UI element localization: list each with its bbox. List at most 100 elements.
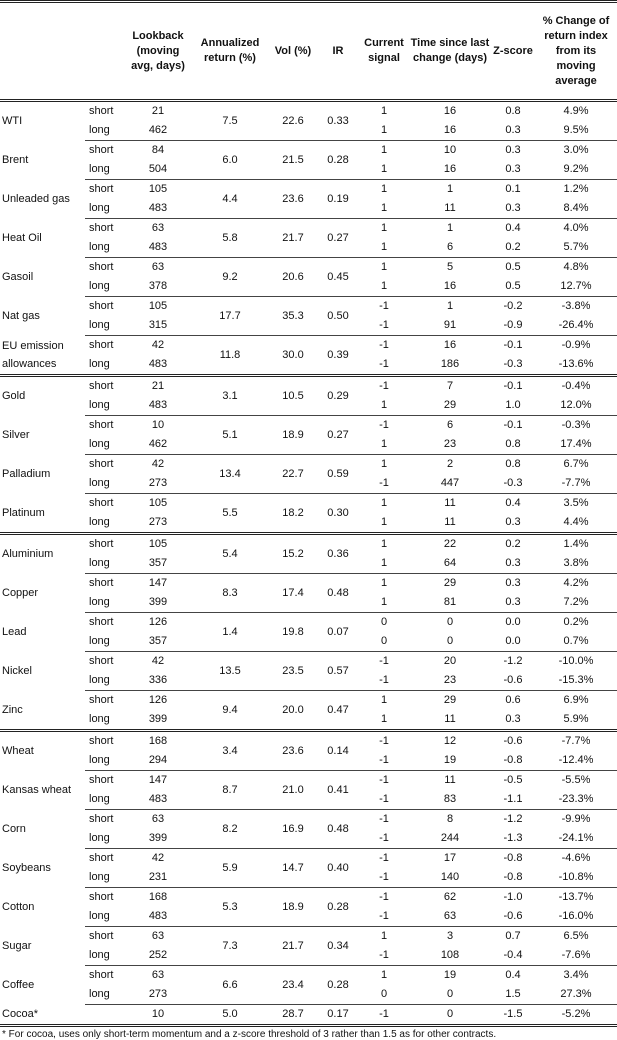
- lookback-type: short: [85, 690, 125, 710]
- lookback-days: 294: [148, 754, 168, 766]
- information-ratio: 0.29: [317, 374, 359, 416]
- time-since-change: 23: [443, 438, 457, 450]
- pct-change: 3.8%: [563, 557, 589, 569]
- lookback-days: 231: [148, 871, 168, 883]
- lookback-days: 462: [148, 438, 168, 450]
- current-signal: -1: [359, 770, 409, 790]
- lookback-type: short: [85, 218, 125, 238]
- pct-change: 1.4%: [535, 532, 617, 554]
- z-score: 0.8: [491, 454, 535, 474]
- pct-change: 4.0%: [535, 218, 617, 238]
- information-ratio: 0.28: [317, 965, 359, 1005]
- lookback-type: short: [85, 926, 125, 946]
- z-score: -0.6: [503, 910, 523, 922]
- lookback-type: short: [85, 573, 125, 593]
- time-since-change: 22: [409, 532, 491, 554]
- pct-change: 27.3%: [560, 988, 592, 1000]
- pct-change: 5.7%: [563, 241, 589, 253]
- header-annualized-return: Annualized return (%): [200, 37, 260, 64]
- information-ratio: 0.40: [317, 848, 359, 888]
- pct-change: -13.6%: [558, 358, 594, 370]
- current-signal: 1: [380, 399, 388, 411]
- pct-change: 6.5%: [535, 926, 617, 946]
- lookback-days: 483: [148, 793, 168, 805]
- z-score: 0.3: [505, 516, 521, 528]
- time-since-change: 0: [409, 1004, 491, 1027]
- table-row: long 357 0 0 0.0 0.7%: [0, 632, 617, 652]
- annualized-return: 5.8: [191, 218, 269, 258]
- pct-change: 3.0%: [535, 140, 617, 160]
- time-since-change: 19: [409, 965, 491, 985]
- lookback-days: 378: [148, 280, 168, 292]
- header-type: [85, 2, 125, 101]
- pct-change: 17.4%: [560, 438, 592, 450]
- table-row: EU emission allowances short 42 11.8 30.0 0.3…: [0, 335, 617, 376]
- z-score: 0.3: [505, 557, 521, 569]
- volatility: 28.7: [269, 1004, 317, 1027]
- lookback-days: 273: [148, 988, 168, 1000]
- time-since-change: 1: [409, 179, 491, 199]
- annualized-return: 9.4: [191, 690, 269, 731]
- z-score: 0.6: [491, 690, 535, 710]
- annualized-return: 17.7: [191, 296, 269, 336]
- annualized-return: 3.4: [191, 729, 269, 771]
- current-signal: -1: [359, 729, 409, 751]
- z-score: -0.5: [491, 770, 535, 790]
- commodity-name: EU emission allowances: [2, 339, 64, 370]
- z-score: -0.2: [491, 296, 535, 316]
- current-signal: -1: [359, 415, 409, 435]
- time-since-change: 20: [409, 651, 491, 671]
- z-score: 0.3: [505, 163, 521, 175]
- current-signal: 1: [359, 573, 409, 593]
- lookback-type: short: [85, 374, 125, 396]
- lookback-days: 105: [125, 493, 191, 513]
- lookback-days: 504: [148, 163, 168, 175]
- lookback-type: short: [85, 965, 125, 985]
- lookback-type: short: [85, 887, 125, 907]
- table-row: long 483 1 6 0.2 5.7%: [0, 238, 617, 258]
- z-score: 0.7: [491, 926, 535, 946]
- lookback-type: long: [89, 832, 110, 844]
- pct-change: 4.4%: [563, 516, 589, 528]
- table-row: Aluminium short 105 5.4 15.2 0.36 1 22 0.2 1.4%: [0, 532, 617, 574]
- volatility: 23.6: [269, 179, 317, 219]
- volatility: 22.6: [282, 114, 304, 127]
- time-since-change: 29: [443, 399, 457, 411]
- z-score: -1.3: [503, 832, 523, 844]
- current-signal: -1: [379, 949, 389, 961]
- annualized-return: 5.0: [191, 1004, 269, 1027]
- header-pct-change: % Change of return index from its moving…: [542, 14, 610, 87]
- table-row: Palladium short 42 13.4 22.7 0.59 1 2 0.8 6.7%: [0, 454, 617, 494]
- lookback-type: long: [89, 713, 110, 725]
- z-score: 0.2: [491, 532, 535, 554]
- table-row: long 273 1 11 0.3 4.4%: [0, 513, 617, 534]
- lookback-type: long: [89, 793, 110, 805]
- current-signal: -1: [379, 477, 389, 489]
- annualized-return: 4.4: [191, 179, 269, 219]
- z-score: -0.8: [491, 848, 535, 868]
- current-signal: 1: [380, 124, 388, 136]
- lookback-type: long: [89, 910, 110, 922]
- lookback-days: 21: [151, 105, 165, 117]
- pct-change: -15.3%: [558, 674, 594, 686]
- table-row: long 483 -1 63 -0.6 -16.0%: [0, 907, 617, 927]
- pct-change: -5.5%: [535, 770, 617, 790]
- lookback-days: 42: [125, 335, 191, 355]
- current-signal: 1: [359, 926, 409, 946]
- commodity-name: Palladium: [2, 468, 51, 480]
- current-signal: 0: [359, 612, 409, 632]
- table-row: Brent short 84 6.0 21.5 0.28 1 10 0.3 3.0%: [0, 140, 617, 180]
- volatility: 23.6: [269, 729, 317, 771]
- information-ratio: 0.48: [317, 809, 359, 849]
- lookback-type: long: [89, 399, 110, 411]
- commodity-name: Coffee: [2, 979, 35, 991]
- table-row: long 273 -1 447 -0.3 -7.7%: [0, 474, 617, 494]
- information-ratio: 0.27: [317, 218, 359, 258]
- pct-change: -24.1%: [558, 832, 594, 844]
- lookback-days: 10: [125, 415, 191, 435]
- time-since-change: 16: [443, 105, 457, 117]
- z-score: 0.1: [491, 179, 535, 199]
- z-score: 0.3: [505, 124, 521, 136]
- table-row: Soybeans short 42 5.9 14.7 0.40 -1 17 -0.8 -4.6%: [0, 848, 617, 888]
- table-row: Nickel short 42 13.5 23.5 0.57 -1 20 -1.2 -10.0%: [0, 651, 617, 691]
